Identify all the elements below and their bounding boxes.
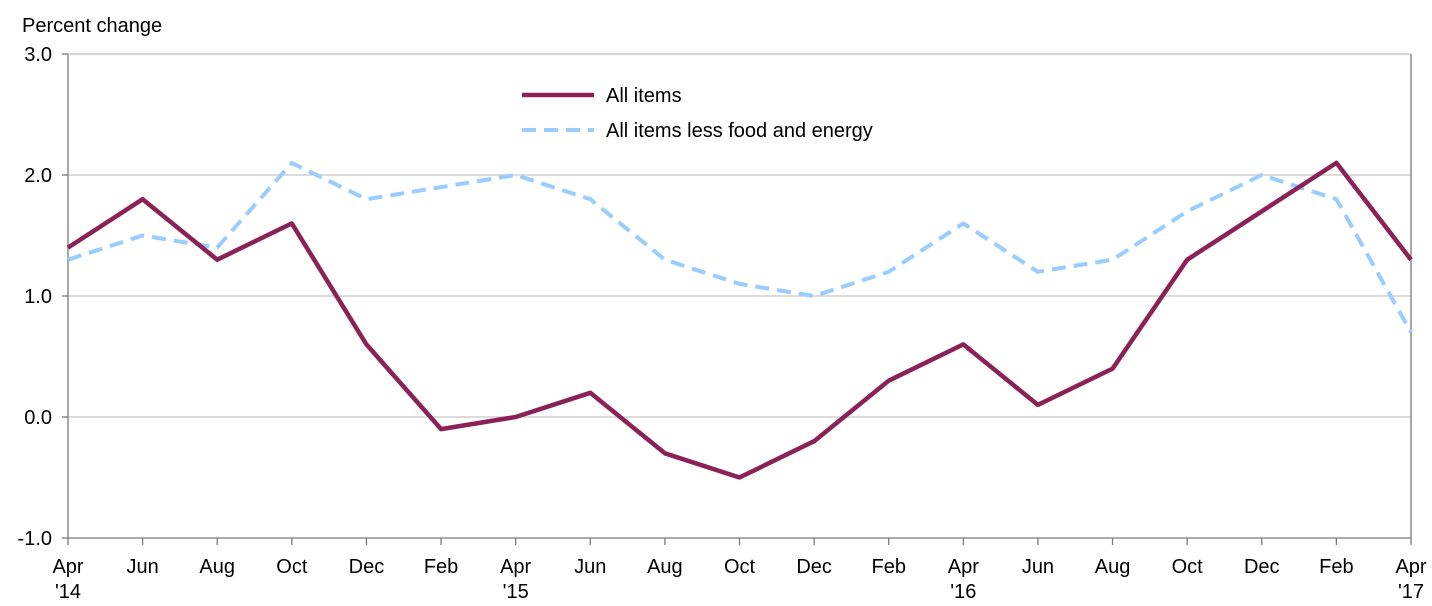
y-tick-label: 1.0 [24,286,52,308]
x-tick-label: Feb [1319,556,1353,578]
y-tick-label: 0.0 [24,407,52,429]
x-tick-label: Apr [500,556,531,578]
x-tick-label: Apr [948,556,979,578]
x-tick-label: Apr [1395,556,1426,578]
x-tick-label: Oct [724,556,756,578]
x-tick-label: Aug [647,556,683,578]
x-tick-label: Jun [126,556,158,578]
series-lines [66,160,1413,480]
series-line-core [67,160,1413,334]
x-tick-label: Dec [796,556,832,578]
x-tick-year-label: '17 [1398,581,1424,601]
y-tick-label: 2.0 [24,165,52,187]
legend-label: All items less food and energy [606,120,873,142]
x-tick-labels: Apr '14 Jun Aug Oct Dec Feb Apr '15 Jun Aug Oct Dec F… [52,556,1426,603]
x-tick-label: Apr [52,556,83,578]
x-tick-label: Jun [1022,556,1054,578]
x-tick-label: Dec [1244,556,1280,578]
x-tick-label: Feb [424,556,458,578]
x-tick-label: Feb [871,556,905,578]
y-tick-label: -1.0 [18,528,52,550]
y-tick-label: 3.0 [24,44,52,66]
axes [62,53,1412,545]
x-tick-year-label: '15 [503,581,529,601]
x-tick-label: Oct [276,556,308,578]
legend: All items All items less food and energy [522,85,873,142]
series-line-all-items [66,160,1413,480]
y-axis-label: Percent change [22,15,162,37]
x-tick-year-label: '16 [950,581,976,601]
x-tick-label: Oct [1172,556,1204,578]
x-tick-year-label: '14 [55,581,81,601]
x-tick-label: Aug [199,556,235,578]
x-tick-label: Jun [574,556,606,578]
y-tick-labels: -1.0 0.0 1.0 2.0 3.0 [18,44,52,550]
legend-label: All items [606,85,682,107]
x-tick-label: Dec [349,556,385,578]
x-tick-label: Aug [1095,556,1131,578]
